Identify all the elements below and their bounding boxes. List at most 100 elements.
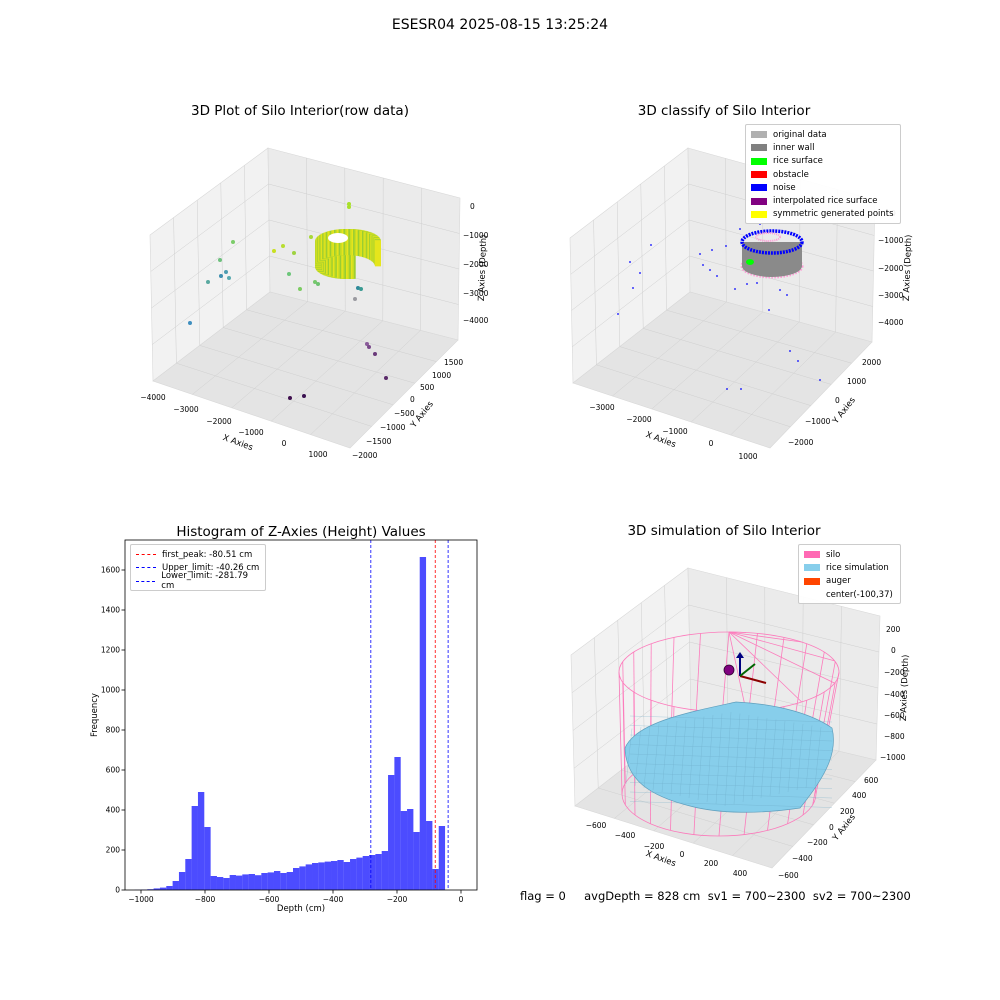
sim-y-tick-6: 600 xyxy=(864,776,879,785)
grid-line xyxy=(666,309,852,364)
classify-z-tick-4: −4000 xyxy=(878,318,904,327)
histogram-x-tick-label: −400 xyxy=(323,895,344,904)
raw-z-tick-1: −1000 xyxy=(463,231,489,240)
histogram-bar xyxy=(204,827,211,890)
sim-z-tick-0: 200 xyxy=(886,625,901,634)
grid-line xyxy=(223,327,415,384)
rice-mesh-line xyxy=(715,713,723,805)
grid-line xyxy=(268,183,460,234)
legend-swatch xyxy=(804,551,820,559)
silo-wire xyxy=(618,671,623,795)
sim-z-tick-6: −1000 xyxy=(880,753,906,762)
raw-y-tick-3: −500 xyxy=(394,409,415,418)
legend-item-center: center(-100,37) xyxy=(804,588,895,601)
sim-y-tick-0: −600 xyxy=(778,871,799,880)
rice-mesh-line xyxy=(652,723,660,791)
rice-mesh-line xyxy=(724,711,732,807)
histogram-bar xyxy=(356,857,363,890)
histogram-bar xyxy=(216,877,224,890)
grid-line xyxy=(246,309,437,362)
sim-y-tick-1: −400 xyxy=(792,854,813,863)
classify-noise-point xyxy=(756,282,758,284)
histogram-bar xyxy=(293,868,300,890)
legend-item-noise: noise xyxy=(751,181,895,194)
grid-line xyxy=(571,604,689,693)
histogram-bar xyxy=(229,875,236,890)
sim-z-label: Z Axies (Depth) xyxy=(899,654,911,721)
histogram-y-tick-label: 400 xyxy=(106,806,121,815)
legend-item-lower-limit: Lower_limit: -281.79 cm xyxy=(136,571,260,591)
rice-mesh-line xyxy=(670,720,678,795)
legend-line xyxy=(136,580,156,582)
raw-point xyxy=(365,342,369,346)
histogram-bar xyxy=(166,886,173,890)
classify-noise-point xyxy=(768,309,770,311)
raw-point xyxy=(224,270,228,274)
legend-item-interpolated-rice-surface: interpolated rice surface xyxy=(751,194,895,207)
histogram-bar xyxy=(286,872,293,890)
histogram-bar xyxy=(280,873,287,890)
silo-roof-wire xyxy=(728,631,803,703)
classify-x-tick-3: 0 xyxy=(709,439,714,448)
sim-x-tick-3: 0 xyxy=(680,850,685,859)
histogram-bar xyxy=(375,854,382,890)
rice-mesh-line xyxy=(629,753,833,761)
legend-label: Upper_limit: -40.26 cm xyxy=(162,562,260,573)
raw-point xyxy=(272,249,276,253)
legend-item-obstacle: obstacle xyxy=(751,168,895,181)
legend-item-silo: silo xyxy=(804,548,895,561)
simulation-plot-title: 3D simulation of Silo Interior xyxy=(627,523,821,539)
legend-label: symmetric generated points xyxy=(773,209,894,220)
rice-mesh-line xyxy=(661,722,669,793)
sim-y-label: Y Axies xyxy=(830,812,858,844)
rice-mesh-line xyxy=(778,720,786,795)
histogram-bar xyxy=(178,872,186,890)
classify-pink-ring-upper xyxy=(755,232,781,242)
histogram-bar xyxy=(248,874,255,890)
center-marker xyxy=(723,664,735,676)
legend-label: rice simulation xyxy=(826,562,889,573)
rice-mesh-line xyxy=(629,772,833,780)
classify-y-tick-2: 0 xyxy=(835,396,840,405)
raw-point xyxy=(313,280,317,284)
classify-noise-point xyxy=(739,228,741,230)
legend-label: auger xyxy=(826,576,851,587)
histogram-bar xyxy=(159,887,167,890)
classify-y-tick-3: 1000 xyxy=(847,377,866,386)
raw-y-tick-1: −1500 xyxy=(366,437,392,446)
raw-point xyxy=(298,287,302,291)
histogram-bar xyxy=(235,875,243,890)
classify-z-tick-3: −3000 xyxy=(878,291,904,300)
raw-point xyxy=(384,376,388,380)
histogram-bar xyxy=(147,889,154,890)
classify-noise-point xyxy=(819,379,821,381)
histogram-bar xyxy=(331,861,338,890)
legend-swatch xyxy=(751,197,767,205)
raw-z-tick-4: −4000 xyxy=(463,316,489,325)
histogram-legend: first_peak: -80.51 cm Upper_limit: -40.2… xyxy=(130,544,266,591)
rice-mesh-line xyxy=(629,734,833,742)
legend-label: inner wall xyxy=(773,142,815,153)
classify-z-tick-1: −1000 xyxy=(878,236,904,245)
raw-point xyxy=(359,287,363,291)
legend-swatch xyxy=(751,144,767,152)
raw-point xyxy=(218,258,222,262)
classify-noise-point xyxy=(726,388,728,390)
rice-mesh-line xyxy=(697,716,705,801)
grid-line xyxy=(192,301,308,395)
histogram-bar xyxy=(369,855,376,890)
figure-suptitle: ESESR04 2025-08-15 13:25:24 xyxy=(391,17,609,33)
rice-mesh-line xyxy=(742,714,750,803)
histogram-y-tick-label: 1000 xyxy=(101,686,120,695)
classify-noise-point xyxy=(797,360,799,362)
sim-z-tick-5: −800 xyxy=(884,732,905,741)
histogram-bar xyxy=(242,874,249,890)
raw-point xyxy=(206,280,210,284)
histogram-bar xyxy=(407,809,414,890)
sim-y-tick-3: 0 xyxy=(829,823,834,832)
grid-line xyxy=(688,604,880,653)
rice-mesh-line xyxy=(629,801,833,808)
grid-line xyxy=(152,255,270,345)
classify-noise-point xyxy=(786,294,788,296)
classify-noise-point xyxy=(716,275,718,277)
